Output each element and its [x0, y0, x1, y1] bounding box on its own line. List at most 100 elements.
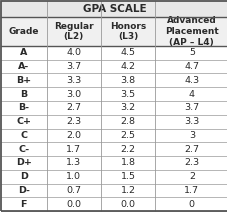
Bar [1, 184, 47, 197]
Bar [1, 129, 47, 142]
Bar [1, 73, 47, 87]
Text: 1.0: 1.0 [66, 172, 81, 181]
Text: 5: 5 [189, 48, 195, 57]
Bar [155, 115, 227, 129]
Text: 3.0: 3.0 [66, 90, 81, 99]
Text: 1.3: 1.3 [66, 159, 81, 167]
Text: B-: B- [18, 103, 29, 112]
Bar [101, 156, 155, 170]
Bar [101, 197, 155, 211]
Text: 3.8: 3.8 [121, 76, 136, 85]
Text: 3.3: 3.3 [184, 117, 200, 126]
Text: 4.3: 4.3 [184, 76, 199, 85]
Bar [155, 142, 227, 156]
Bar [101, 115, 155, 129]
Bar [47, 101, 101, 115]
Text: Advanced
Placement
(AP – L4): Advanced Placement (AP – L4) [165, 16, 219, 47]
Bar [155, 101, 227, 115]
Bar [101, 60, 155, 73]
Text: 2: 2 [189, 172, 195, 181]
Bar [47, 170, 101, 184]
Bar [1, 197, 47, 211]
Text: 3: 3 [189, 131, 195, 140]
Text: 1.2: 1.2 [121, 186, 136, 195]
Text: 4.0: 4.0 [66, 48, 81, 57]
Bar [155, 170, 227, 184]
Bar [155, 17, 227, 46]
Bar [47, 46, 101, 60]
Text: 0.0: 0.0 [121, 200, 136, 209]
Text: 3.7: 3.7 [184, 103, 199, 112]
Text: 3.3: 3.3 [66, 76, 81, 85]
Text: 2.2: 2.2 [121, 145, 136, 154]
Text: D-: D- [18, 186, 30, 195]
Bar [47, 87, 101, 101]
Bar [1, 87, 47, 101]
Text: 4: 4 [189, 90, 195, 99]
Text: 2.0: 2.0 [66, 131, 81, 140]
Bar [1, 17, 47, 46]
Bar [155, 87, 227, 101]
Bar [1, 1, 227, 17]
Text: 1.7: 1.7 [184, 186, 199, 195]
Bar [155, 46, 227, 60]
Bar [47, 156, 101, 170]
Bar [155, 60, 227, 73]
Bar [101, 87, 155, 101]
Text: 2.5: 2.5 [121, 131, 136, 140]
Text: B+: B+ [16, 76, 31, 85]
Bar [101, 101, 155, 115]
Bar [1, 142, 47, 156]
Text: D: D [20, 172, 28, 181]
Text: 4.2: 4.2 [121, 62, 136, 71]
Bar [1, 60, 47, 73]
Text: Honors
(L3): Honors (L3) [110, 22, 146, 41]
Text: 4.5: 4.5 [121, 48, 136, 57]
Bar [101, 170, 155, 184]
Bar [101, 142, 155, 156]
Text: B: B [20, 90, 27, 99]
Text: Regular
(L2): Regular (L2) [54, 22, 94, 41]
Bar [155, 184, 227, 197]
Text: 0.0: 0.0 [66, 200, 81, 209]
Text: C-: C- [18, 145, 30, 154]
Text: Grade: Grade [9, 27, 39, 36]
Bar [47, 73, 101, 87]
Bar [1, 46, 47, 60]
Text: 4.7: 4.7 [184, 62, 199, 71]
Text: 1.7: 1.7 [66, 145, 81, 154]
Bar [1, 170, 47, 184]
Text: 2.3: 2.3 [184, 159, 199, 167]
Bar [47, 184, 101, 197]
Text: 2.7: 2.7 [184, 145, 199, 154]
Bar [101, 17, 155, 46]
Text: 3.5: 3.5 [121, 90, 136, 99]
Text: C: C [20, 131, 27, 140]
Bar [1, 115, 47, 129]
Text: 0.7: 0.7 [66, 186, 81, 195]
Bar [47, 60, 101, 73]
Text: 2.3: 2.3 [66, 117, 81, 126]
Text: 3.7: 3.7 [66, 62, 81, 71]
Text: 0: 0 [189, 200, 195, 209]
Bar [47, 115, 101, 129]
Text: F: F [21, 200, 27, 209]
Bar [47, 129, 101, 142]
Text: 2.7: 2.7 [66, 103, 81, 112]
Bar [155, 156, 227, 170]
Bar [101, 46, 155, 60]
Text: 1.8: 1.8 [121, 159, 136, 167]
Bar [47, 142, 101, 156]
Bar [101, 73, 155, 87]
Bar [155, 73, 227, 87]
Text: 1.5: 1.5 [121, 172, 136, 181]
Text: A: A [20, 48, 27, 57]
Text: GPA SCALE: GPA SCALE [83, 4, 146, 14]
Bar [101, 184, 155, 197]
Bar [1, 101, 47, 115]
Text: D+: D+ [16, 159, 32, 167]
Text: 2.8: 2.8 [121, 117, 136, 126]
Text: A-: A- [18, 62, 30, 71]
Bar [1, 156, 47, 170]
Bar [47, 17, 101, 46]
